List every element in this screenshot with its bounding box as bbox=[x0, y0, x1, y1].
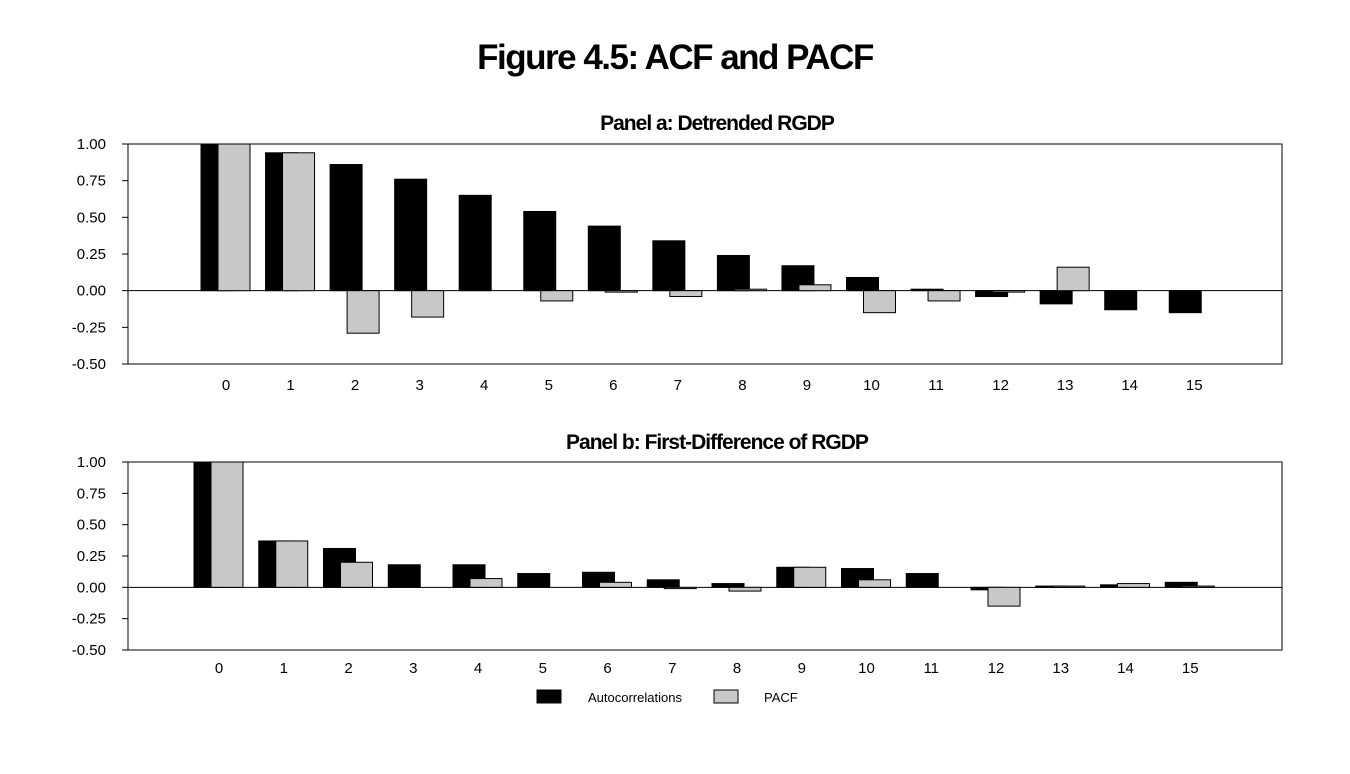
acf-bar bbox=[652, 240, 686, 292]
acf-bar bbox=[394, 178, 428, 292]
acf-bar bbox=[846, 276, 879, 292]
x-tick-label: 5 bbox=[539, 660, 547, 677]
x-tick-label: 11 bbox=[923, 660, 939, 677]
acf-bar bbox=[905, 573, 939, 588]
pacf-bar bbox=[987, 586, 1021, 607]
x-tick-label: 9 bbox=[803, 377, 811, 394]
pacf-bar bbox=[927, 290, 961, 302]
acf-bar bbox=[716, 254, 750, 292]
pacf-bar bbox=[540, 290, 574, 302]
x-tick-label: 0 bbox=[222, 377, 230, 394]
x-tick-label: 8 bbox=[738, 377, 746, 394]
x-tick-label: 0 bbox=[215, 660, 223, 677]
panel-title-2: Panel b: First-Difference of RGDP bbox=[566, 431, 869, 454]
y-tick-label: 0.75 bbox=[77, 173, 106, 190]
y-tick-label: 0.75 bbox=[77, 485, 106, 502]
pacf-bar bbox=[346, 290, 380, 334]
pacf-bar bbox=[599, 581, 632, 588]
pacf-bar bbox=[282, 152, 316, 292]
pacf-bar bbox=[798, 284, 832, 292]
acf-bar bbox=[1164, 581, 1198, 588]
x-tick-label: 14 bbox=[1121, 377, 1138, 394]
pacf-bar bbox=[340, 561, 373, 588]
x-tick-label: 10 bbox=[863, 377, 880, 394]
x-tick-label: 9 bbox=[798, 660, 806, 677]
panel-title-1: Panel a: Detrended RGDP bbox=[600, 112, 835, 135]
pacf-bar bbox=[411, 290, 445, 318]
acf-bar bbox=[517, 573, 551, 588]
acf-bar bbox=[587, 225, 621, 292]
x-tick-label: 1 bbox=[286, 377, 294, 394]
y-tick-label: 0.50 bbox=[77, 209, 106, 226]
x-tick-label: 5 bbox=[545, 377, 553, 394]
y-tick-label: 0.25 bbox=[77, 246, 106, 263]
x-tick-label: 3 bbox=[415, 377, 423, 394]
x-tick-label: 2 bbox=[344, 660, 352, 677]
x-tick-label: 14 bbox=[1117, 660, 1134, 677]
x-tick-label: 15 bbox=[1186, 377, 1203, 394]
acf-bar bbox=[910, 288, 944, 292]
x-tick-label: 13 bbox=[1057, 377, 1074, 394]
pacf-bar bbox=[663, 586, 697, 590]
acf-bar bbox=[646, 579, 680, 588]
acf-bar bbox=[1104, 290, 1138, 311]
acf-bar bbox=[458, 194, 492, 292]
y-tick-label: 1.00 bbox=[77, 454, 106, 471]
x-tick-label: 4 bbox=[480, 377, 488, 394]
y-tick-label: 1.00 bbox=[77, 136, 106, 153]
pacf-bar bbox=[275, 540, 309, 588]
acf-bar bbox=[975, 290, 1009, 298]
pacf-bar bbox=[1052, 585, 1086, 588]
x-tick-label: 6 bbox=[603, 660, 611, 677]
pacf-bar bbox=[858, 579, 891, 588]
x-tick-label: 11 bbox=[928, 377, 944, 394]
pacf-bar bbox=[669, 290, 703, 298]
legend-label-acf: Autocorrelations bbox=[588, 690, 682, 705]
figure-title: Figure 4.5: ACF and PACF bbox=[477, 38, 874, 77]
legend-label-pacf: PACF bbox=[764, 690, 798, 705]
x-tick-label: 13 bbox=[1052, 660, 1069, 677]
acf-bar bbox=[387, 564, 421, 588]
pacf-bar bbox=[469, 578, 503, 588]
y-tick-label: -0.25 bbox=[72, 611, 106, 628]
x-tick-label: 7 bbox=[668, 660, 676, 677]
y-tick-label: -0.50 bbox=[72, 642, 106, 659]
acf-bar bbox=[711, 583, 745, 588]
x-tick-label: 15 bbox=[1182, 660, 1199, 677]
pacf-bar bbox=[863, 290, 896, 314]
acf-bar bbox=[329, 164, 363, 292]
acf-bar bbox=[1168, 290, 1202, 314]
y-tick-label: 0.00 bbox=[77, 579, 106, 596]
pacf-bar bbox=[217, 143, 251, 292]
pacf-bar bbox=[992, 290, 1026, 293]
x-tick-label: 1 bbox=[280, 660, 288, 677]
pacf-bar bbox=[733, 288, 767, 292]
pacf-bar bbox=[1117, 583, 1150, 588]
pacf-bar bbox=[604, 290, 638, 293]
pacf-bar bbox=[1056, 266, 1090, 292]
x-tick-label: 3 bbox=[409, 660, 417, 677]
x-tick-label: 2 bbox=[351, 377, 359, 394]
legend-swatch-pacf bbox=[713, 689, 739, 704]
x-tick-label: 4 bbox=[474, 660, 482, 677]
pacf-bar bbox=[728, 586, 762, 592]
pacf-bar bbox=[793, 566, 827, 588]
x-tick-label: 12 bbox=[988, 660, 1005, 677]
y-tick-label: 0.50 bbox=[77, 517, 106, 534]
x-tick-label: 6 bbox=[609, 377, 617, 394]
x-tick-label: 10 bbox=[858, 660, 875, 677]
y-tick-label: 0.00 bbox=[77, 283, 106, 300]
pacf-bar bbox=[1181, 585, 1215, 588]
y-tick-label: -0.50 bbox=[72, 356, 106, 373]
y-tick-label: -0.25 bbox=[72, 319, 106, 336]
acf-bar bbox=[523, 210, 557, 292]
pacf-bar bbox=[210, 461, 244, 588]
x-tick-label: 8 bbox=[733, 660, 741, 677]
legend-swatch-acf bbox=[536, 689, 562, 704]
y-tick-label: 0.25 bbox=[77, 548, 106, 565]
x-tick-label: 7 bbox=[674, 377, 682, 394]
acf-bar bbox=[1039, 290, 1073, 305]
x-tick-label: 12 bbox=[992, 377, 1009, 394]
